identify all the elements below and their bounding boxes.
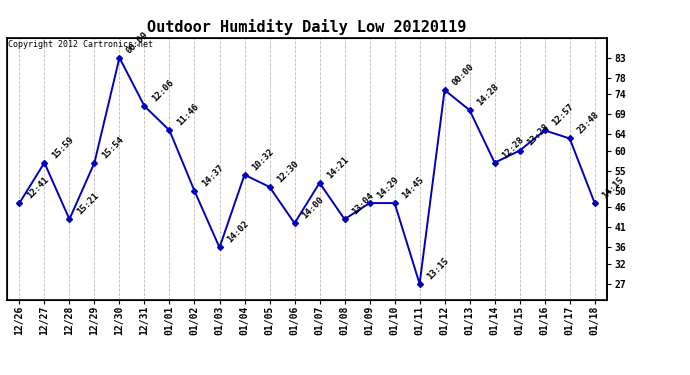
Text: 12:41: 12:41 bbox=[25, 175, 50, 200]
Text: 14:15: 14:15 bbox=[600, 175, 626, 200]
Text: 14:00: 14:00 bbox=[300, 195, 326, 220]
Text: 12:57: 12:57 bbox=[550, 102, 575, 128]
Text: 14:02: 14:02 bbox=[225, 219, 250, 245]
Text: 14:28: 14:28 bbox=[475, 82, 500, 107]
Text: 11:46: 11:46 bbox=[175, 102, 200, 128]
Text: 00:09: 00:09 bbox=[125, 30, 150, 55]
Text: 14:21: 14:21 bbox=[325, 155, 351, 180]
Text: 15:54: 15:54 bbox=[100, 135, 126, 160]
Text: 12:30: 12:30 bbox=[275, 159, 300, 184]
Text: Copyright 2012 Cartronics.net: Copyright 2012 Cartronics.net bbox=[8, 40, 153, 49]
Text: 13:04: 13:04 bbox=[350, 191, 375, 216]
Text: 00:00: 00:00 bbox=[450, 62, 475, 87]
Text: 14:29: 14:29 bbox=[375, 175, 400, 200]
Text: 15:59: 15:59 bbox=[50, 135, 75, 160]
Text: 13:28: 13:28 bbox=[525, 122, 551, 148]
Text: 13:15: 13:15 bbox=[425, 256, 451, 281]
Text: 15:21: 15:21 bbox=[75, 191, 100, 216]
Text: 10:32: 10:32 bbox=[250, 147, 275, 172]
Text: 12:06: 12:06 bbox=[150, 78, 175, 104]
Text: 14:45: 14:45 bbox=[400, 175, 426, 200]
Text: 14:37: 14:37 bbox=[200, 163, 226, 188]
Title: Outdoor Humidity Daily Low 20120119: Outdoor Humidity Daily Low 20120119 bbox=[148, 19, 466, 35]
Text: 12:28: 12:28 bbox=[500, 135, 526, 160]
Text: 23:48: 23:48 bbox=[575, 110, 600, 136]
